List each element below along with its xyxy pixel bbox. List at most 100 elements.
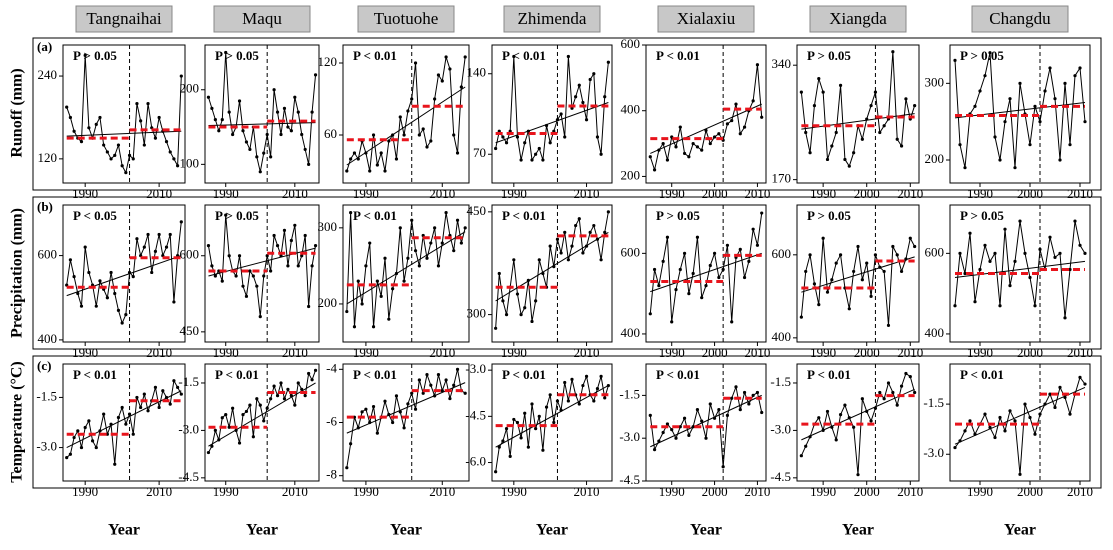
data-point (391, 420, 395, 425)
data-point (860, 278, 864, 282)
y-tick-label: 300 (467, 306, 487, 321)
data-point (244, 409, 249, 414)
data-point (559, 251, 563, 255)
data-point (978, 267, 982, 272)
data-point (512, 54, 516, 59)
data-point (139, 119, 143, 123)
data-point (891, 50, 895, 54)
data-point (360, 410, 364, 414)
data-point (368, 241, 372, 245)
p-value: P < 0.01 (353, 48, 397, 63)
x-tick-label: 2010 (744, 484, 770, 499)
y-tick-label: 600 (38, 247, 58, 262)
data-point (552, 129, 556, 133)
data-point (873, 90, 878, 94)
x-tick-label: 2010 (574, 484, 600, 499)
data-point (168, 232, 172, 237)
data-point (541, 448, 545, 452)
data-point (661, 141, 665, 146)
series-line (800, 51, 916, 168)
data-point (530, 402, 534, 406)
data-point (410, 97, 414, 101)
data-point (258, 315, 262, 319)
x-tick-label: 1990 (501, 345, 527, 360)
data-point (206, 450, 211, 455)
data-point (508, 129, 512, 133)
data-point (153, 136, 158, 140)
data-point (704, 283, 708, 288)
row-box (32, 37, 1102, 191)
data-point (983, 412, 987, 416)
y-tick-label: -1.5 (178, 374, 199, 389)
data-point (674, 145, 678, 149)
y-tick-label: -8 (326, 467, 337, 482)
station-name: Maqu (242, 9, 282, 28)
p-value: P > 0.05 (960, 208, 1004, 223)
data-point (993, 435, 997, 440)
data-point (279, 381, 283, 385)
plot-frame (204, 204, 320, 343)
y-tick-label: 300 (318, 219, 338, 234)
data-point (993, 251, 997, 255)
data-point (734, 385, 738, 389)
data-point (512, 258, 516, 262)
data-point (231, 132, 235, 137)
data-point (891, 244, 895, 249)
data-point (352, 151, 357, 155)
data-point (515, 292, 520, 296)
data-point (224, 50, 228, 55)
data-point (799, 454, 803, 458)
data-point (237, 254, 242, 258)
data-point (847, 164, 851, 168)
data-point (1053, 255, 1057, 259)
data-point (830, 278, 834, 282)
data-point (830, 144, 834, 148)
row-box (32, 196, 1102, 350)
data-point (248, 403, 252, 407)
data-point (255, 397, 259, 401)
data-point (817, 303, 821, 307)
x-tick-label: 2000 (702, 484, 728, 499)
data-point (72, 435, 76, 440)
data-point (958, 251, 962, 255)
data-point (497, 129, 501, 133)
data-point (899, 144, 904, 148)
data-point (808, 253, 812, 257)
y-tick-label: 450 (467, 203, 487, 218)
data-point (599, 152, 603, 156)
plot-frame (62, 363, 186, 482)
plot-frame (491, 44, 613, 184)
data-point (227, 110, 231, 114)
data-point (79, 445, 84, 450)
y-tick-label: 600 (925, 244, 945, 259)
data-point (296, 381, 300, 385)
data-point (519, 436, 523, 440)
trend-line (954, 102, 1086, 119)
y-tick-label: -3.0 (619, 429, 640, 444)
data-point (512, 417, 516, 422)
data-point (349, 157, 353, 161)
data-point (1058, 158, 1062, 162)
data-point (742, 275, 747, 280)
data-point (700, 419, 704, 423)
data-point (105, 296, 109, 300)
data-point (248, 147, 252, 152)
data-point (124, 313, 128, 317)
data-point (371, 404, 376, 409)
data-point (413, 407, 418, 411)
y-tick-label: 170 (772, 171, 792, 186)
x-tick-label: 2010 (1067, 345, 1093, 360)
data-point (262, 274, 266, 278)
data-point (179, 220, 183, 224)
p-value: P > 0.05 (656, 208, 700, 223)
data-point (206, 243, 211, 248)
data-point (730, 118, 734, 123)
series-line (346, 56, 466, 172)
y-tick-label: -1.5 (770, 374, 791, 389)
data-point (817, 77, 821, 81)
data-point (109, 270, 113, 275)
data-point (349, 211, 353, 215)
data-point (452, 249, 456, 253)
data-point (269, 269, 273, 273)
x-tick-label: 2010 (574, 186, 600, 201)
